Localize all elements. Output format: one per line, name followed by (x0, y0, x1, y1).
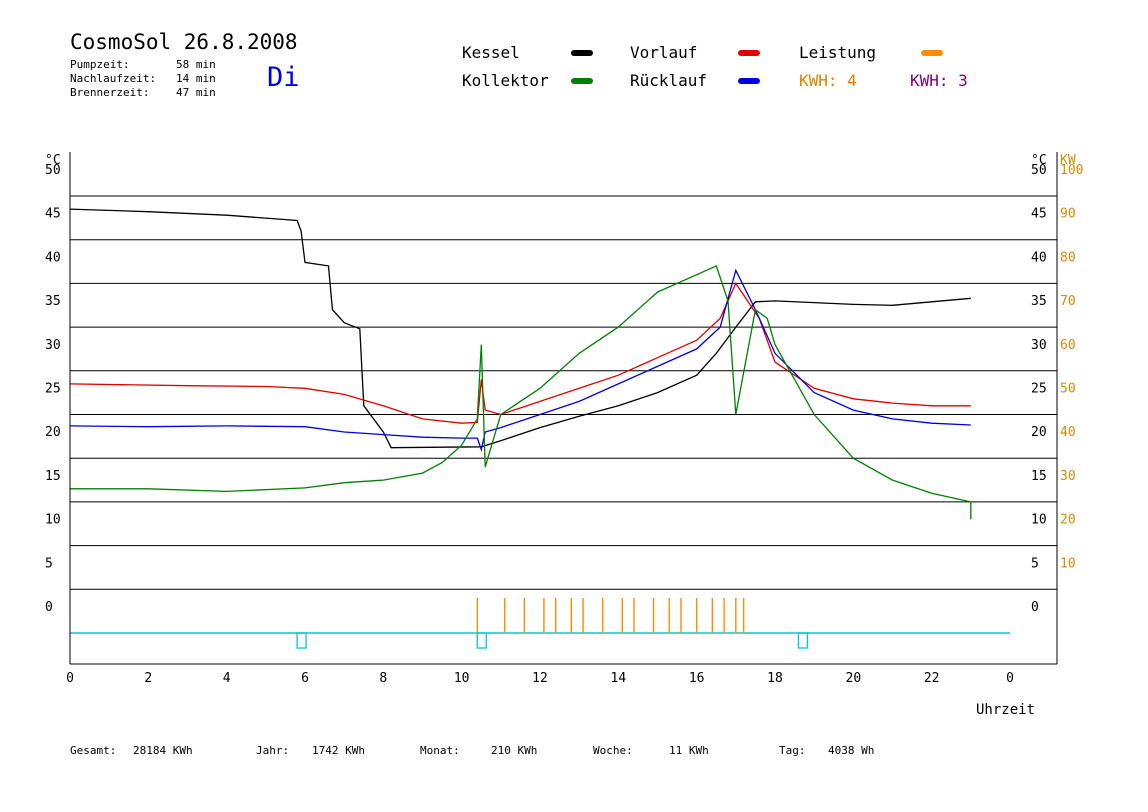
burner-marker-0 (296, 632, 307, 649)
stat-label-brennerzeit: Brennerzeit: (70, 86, 150, 99)
y-tick-left-35: 35 (45, 294, 61, 309)
footer-monat-label: Monat: (420, 744, 460, 757)
y-tick-left-45: 45 (45, 207, 61, 222)
y-tick-right-35: 35 (1031, 294, 1047, 309)
legend-ruecklauf-label: Rücklauf (630, 71, 708, 90)
y2-tick-40: 40 (1060, 425, 1076, 440)
stat-label-pumpzeit: Pumpzeit: (70, 58, 130, 71)
footer-gesamt-value: 28184 KWh (133, 744, 193, 757)
legend-leistung-swatch (921, 50, 943, 56)
y2-unit: KW (1060, 153, 1076, 168)
y-unit-left: °C (45, 153, 61, 168)
stat-value-pumpzeit: 58 min (176, 58, 216, 71)
y-tick-left-15: 15 (45, 469, 61, 484)
burner-marker-1 (476, 632, 487, 649)
footer-woche-label: Woche: (593, 744, 633, 757)
y-tick-right-0: 0 (1031, 600, 1039, 615)
footer-woche-value: 11 KWh (669, 744, 709, 757)
x-tick-8: 16 (689, 671, 705, 686)
y-tick-left-0: 0 (45, 600, 53, 615)
y2-tick-80: 80 (1060, 250, 1076, 265)
footer-gesamt-label: Gesamt: (70, 744, 117, 757)
x-tick-5: 10 (454, 671, 470, 686)
y-tick-left-40: 40 (45, 250, 61, 265)
x-tick-11: 22 (924, 671, 940, 686)
footer-monat-value: 210 KWh (491, 744, 538, 757)
y-tick-right-50: 50 (1031, 163, 1047, 178)
stat-value-nachlaufzeit: 14 min (176, 72, 216, 85)
y2-tick-70: 70 (1060, 294, 1076, 309)
stat-label-nachlaufzeit: Nachlaufzeit: (70, 72, 157, 85)
x-tick-7: 14 (611, 671, 627, 686)
footer-tag-label: Tag: (779, 744, 806, 757)
footer-jahr-label: Jahr: (256, 744, 290, 757)
burner-marker-2 (797, 632, 809, 649)
y-tick-left-20: 20 (45, 425, 61, 440)
y-tick-left-5: 5 (45, 556, 53, 571)
y2-tick-90: 90 (1060, 207, 1076, 222)
footer-tag-value: 4038 Wh (828, 744, 875, 757)
x-tick-12: 0 (1006, 671, 1014, 686)
y-tick-right-15: 15 (1031, 469, 1047, 484)
x-tick-6: 12 (532, 671, 548, 686)
x-tick-3: 6 (301, 671, 309, 686)
y-tick-right-40: 40 (1031, 250, 1047, 265)
y-tick-right-30: 30 (1031, 338, 1047, 353)
legend-kessel-swatch (571, 50, 593, 56)
legend-vorlauf-swatch (738, 50, 760, 56)
y-tick-left-10: 10 (45, 513, 61, 528)
y-tick-left-50: 50 (45, 163, 61, 178)
x-tick-1: 2 (144, 671, 152, 686)
series-ruecklauf (69, 268, 971, 452)
y2-tick-60: 60 (1060, 338, 1076, 353)
weekday-label: Di (267, 62, 300, 93)
y2-tick-30: 30 (1060, 469, 1076, 484)
legend-kessel-label: Kessel (462, 43, 520, 62)
legend-kwh-2: KWH: 3 (910, 71, 968, 90)
y-tick-right-10: 10 (1031, 513, 1047, 528)
legend-ruecklauf-swatch (738, 78, 760, 84)
y2-tick-20: 20 (1060, 513, 1076, 528)
x-tick-4: 8 (379, 671, 387, 686)
x-tick-2: 4 (223, 671, 231, 686)
footer-jahr-value: 1742 KWh (312, 744, 365, 757)
y-tick-left-25: 25 (45, 382, 61, 397)
series-vorlauf (69, 282, 971, 424)
y-tick-left-30: 30 (45, 338, 61, 353)
legend-kollektor-swatch (571, 78, 593, 84)
series-kessel (69, 208, 971, 449)
x-tick-9: 18 (767, 671, 783, 686)
x-tick-10: 20 (846, 671, 862, 686)
y-tick-right-45: 45 (1031, 207, 1047, 222)
x-tick-0: 0 (66, 671, 74, 686)
y-unit-right: °C (1031, 153, 1047, 168)
stat-value-brennerzeit: 47 min (176, 86, 216, 99)
legend-kwh-1: KWH: 4 (799, 71, 857, 90)
y2-tick-100: 100 (1060, 163, 1083, 178)
legend-leistung-label: Leistung (799, 43, 877, 62)
chart-title: CosmoSol 26.8.2008 (70, 30, 298, 54)
series-kollektor (70, 265, 972, 520)
legend-kollektor-label: Kollektor (462, 71, 549, 90)
y2-tick-50: 50 (1060, 382, 1076, 397)
y-tick-right-25: 25 (1031, 382, 1047, 397)
y2-tick-10: 10 (1060, 556, 1076, 571)
x-axis-label: Uhrzeit (976, 702, 1035, 718)
y-tick-right-5: 5 (1031, 556, 1039, 571)
legend-vorlauf-label: Vorlauf (630, 43, 698, 62)
y-tick-right-20: 20 (1031, 425, 1047, 440)
